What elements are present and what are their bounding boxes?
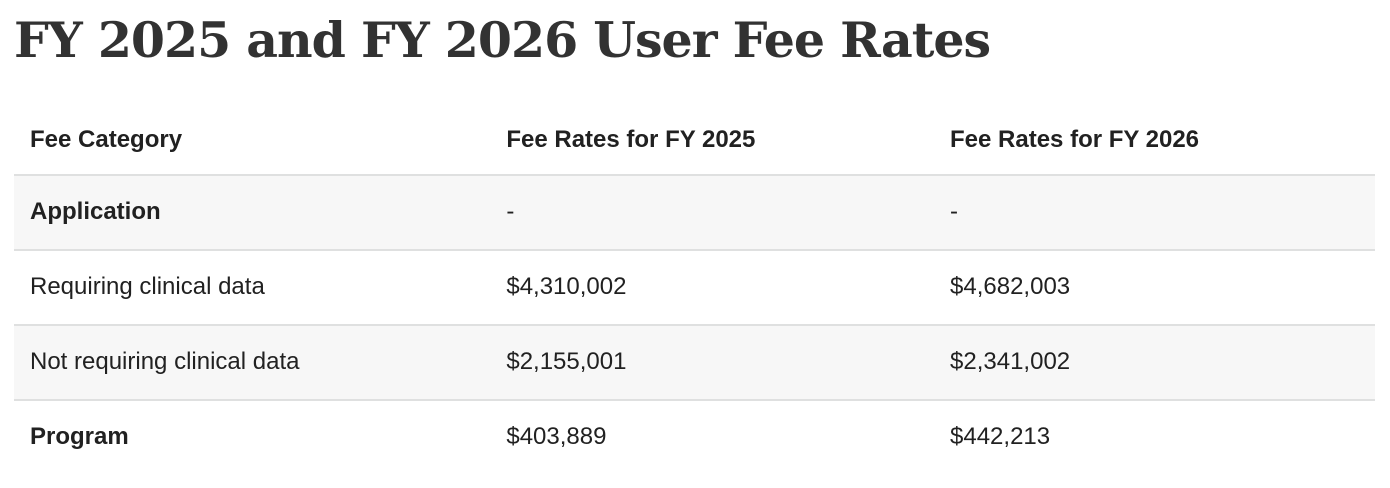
cell-fee-category: Not requiring clinical data: [30, 348, 300, 376]
cell-fy2026-rate: $442,213: [950, 423, 1051, 451]
column-header-fy2026: Fee Rates for FY 2026: [950, 125, 1200, 153]
header-row: Fee Category Fee Rates for FY 2025 Fee R…: [14, 106, 1375, 175]
page-content: FY 2025 and FY 2026 User Fee Rates Fee C…: [0, 9, 1390, 474]
cell-fy2025-rate: $2,155,001: [506, 348, 627, 376]
fee-rates-table: Fee Category Fee Rates for FY 2025 Fee R…: [14, 106, 1375, 474]
table-row-program: Program $403,889 $442,213: [14, 399, 1375, 474]
cell-fy2026-rate: $4,682,003: [950, 273, 1071, 301]
cell-fy2025-rate: $403,889: [506, 423, 607, 451]
table-row-not-requiring-clinical-data: Not requiring clinical data $2,155,001 $…: [14, 324, 1375, 400]
table-header: Fee Category Fee Rates for FY 2025 Fee R…: [14, 106, 1375, 175]
table-row-application: Application - -: [14, 174, 1375, 250]
column-header-fee-category: Fee Category: [30, 125, 183, 153]
page-title: FY 2025 and FY 2026 User Fee Rates: [14, 11, 991, 69]
table-row-requiring-clinical-data: Requiring clinical data $4,310,002 $4,68…: [14, 249, 1375, 325]
cell-fee-category: Requiring clinical data: [30, 273, 265, 301]
column-header-fy2025: Fee Rates for FY 2025: [506, 125, 756, 153]
cell-fee-category: Application: [30, 198, 161, 226]
cell-fy2025-rate: -: [506, 198, 515, 226]
table-body: Application - - Requiring clinical data …: [14, 174, 1375, 474]
cell-fee-category: Program: [30, 423, 129, 451]
cell-fy2026-rate: $2,341,002: [950, 348, 1071, 376]
cell-fy2026-rate: -: [950, 198, 959, 226]
cell-fy2025-rate: $4,310,002: [506, 273, 627, 301]
